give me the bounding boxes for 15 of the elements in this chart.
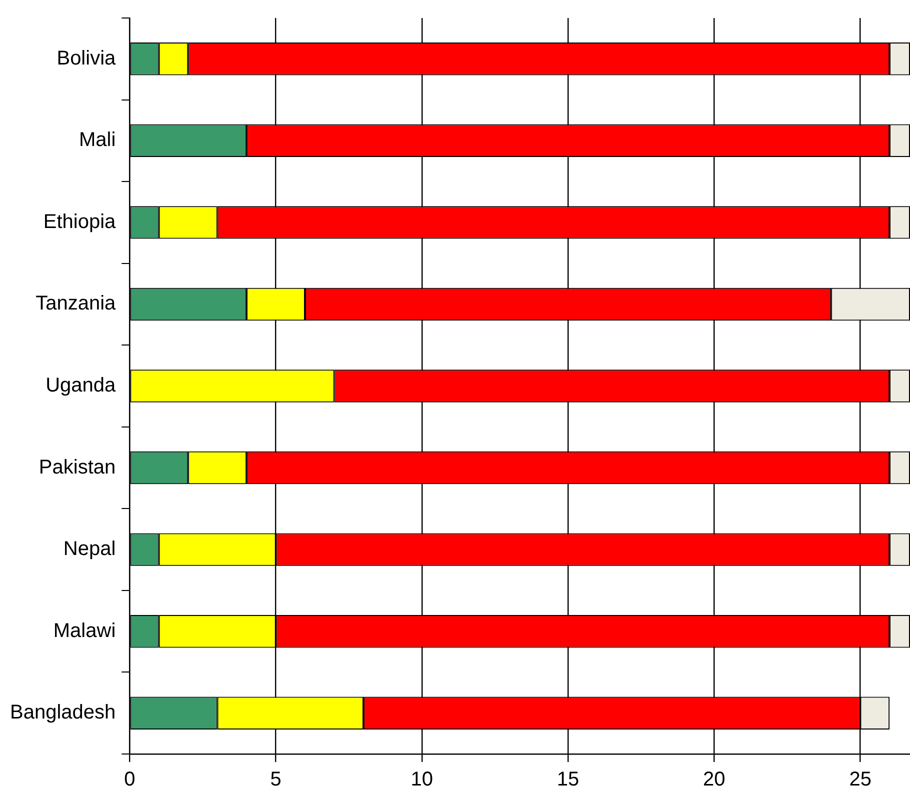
x-tick-label: 10 — [410, 768, 434, 791]
x-tick-label: 25 — [849, 768, 872, 791]
y-tick-label: Ethiopia — [43, 210, 117, 233]
y-tick-label: Uganda — [46, 374, 117, 397]
y-tick-label: Nepal — [63, 538, 116, 560]
y-tick-label: Bangladesh — [10, 702, 116, 724]
y-tick-label: Malawi — [53, 620, 116, 642]
y-tick-label: Bolivia — [56, 47, 117, 70]
x-tick-label: 20 — [703, 768, 726, 791]
x-tick-label: 0 — [124, 768, 136, 791]
y-tick-label: Pakistan — [38, 456, 116, 478]
x-tick-label: 15 — [556, 768, 580, 791]
y-tick-label: Tanzania — [36, 292, 117, 315]
x-tick-label: 5 — [270, 768, 282, 791]
y-tick-label: Mali — [78, 129, 116, 152]
